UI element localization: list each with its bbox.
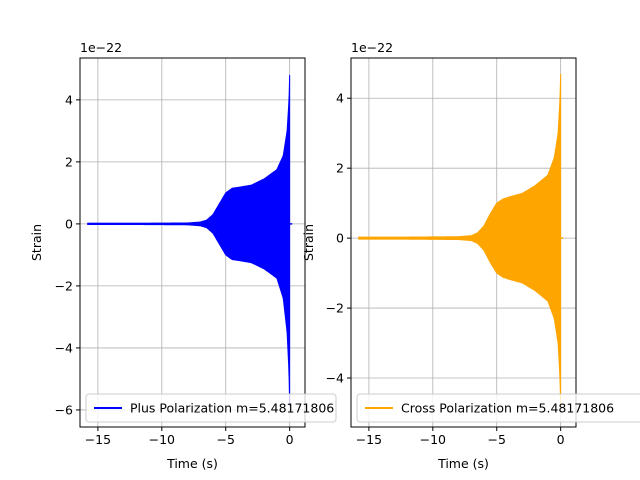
y-tick-label: 0 bbox=[336, 231, 344, 246]
y-tick-label: −2 bbox=[326, 301, 344, 316]
y-tick-label: −4 bbox=[326, 371, 344, 386]
y-offset-text: 1e−22 bbox=[80, 40, 122, 55]
legend-entry: Cross Polarization m=5.48171806 bbox=[401, 401, 614, 416]
y-tick-label: −2 bbox=[55, 278, 73, 293]
y-tick-label: −4 bbox=[55, 340, 73, 355]
x-tick-label: −15 bbox=[85, 432, 111, 447]
x-tick-label: −5 bbox=[217, 432, 235, 447]
y-axis-label: Strain bbox=[301, 224, 316, 261]
legend-left: Plus Polarization m=5.48171806 bbox=[85, 393, 337, 423]
x-tick-label: −15 bbox=[356, 432, 382, 447]
series-0 bbox=[87, 75, 293, 407]
series-0 bbox=[358, 73, 564, 410]
y-tick-label: 0 bbox=[65, 216, 73, 231]
legend-right: Cross Polarization m=5.48171806 bbox=[356, 393, 640, 423]
y-offset-text: 1e−22 bbox=[351, 40, 393, 55]
axes-frame bbox=[79, 57, 306, 428]
waveform-envelope bbox=[87, 75, 291, 407]
axes-frame bbox=[350, 57, 577, 428]
x-tick-label: −10 bbox=[420, 432, 446, 447]
waveform-envelope bbox=[358, 73, 562, 410]
legend-box bbox=[85, 393, 337, 423]
x-tick-label: −10 bbox=[149, 432, 175, 447]
x-axis-label: Time (s) bbox=[166, 456, 218, 471]
legend-entry: Plus Polarization m=5.48171806 bbox=[130, 401, 334, 416]
y-tick-label: 4 bbox=[336, 91, 344, 106]
chart-panel-left: −15 −10 −5 0 −6 −4 −2 0 2 4 1e−22 Time (s) Strain bbox=[29, 40, 306, 471]
x-tick-label: 0 bbox=[286, 432, 294, 447]
y-tick-label: 4 bbox=[65, 92, 73, 107]
y-tick-label: 2 bbox=[65, 154, 73, 169]
legend-box bbox=[356, 393, 640, 423]
y-tick-label: −6 bbox=[55, 402, 73, 417]
x-tick-label: 0 bbox=[557, 432, 565, 447]
x-axis-label: Time (s) bbox=[437, 456, 489, 471]
x-tick-label: −5 bbox=[488, 432, 506, 447]
y-axis-label: Strain bbox=[29, 224, 44, 261]
chart-panel-right: −15 −10 −5 0 −4 −2 0 2 4 1e−22 Time (s) Strain bbox=[301, 40, 577, 471]
y-tick-label: 2 bbox=[336, 161, 344, 176]
